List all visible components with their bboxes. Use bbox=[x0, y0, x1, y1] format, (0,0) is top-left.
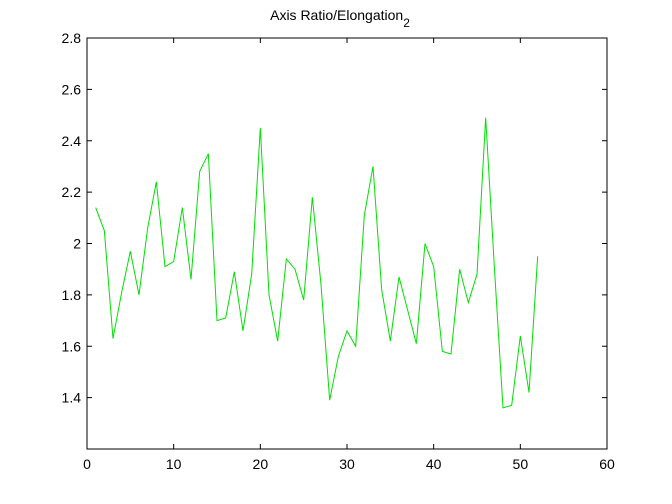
chart-title-subscript: 2 bbox=[403, 16, 410, 30]
y-tick-label: 2.6 bbox=[62, 81, 82, 97]
plot-area bbox=[86, 37, 608, 450]
x-tick-label: 20 bbox=[253, 456, 269, 472]
y-tick-label: 1.6 bbox=[62, 338, 82, 354]
y-tick-label: 1.4 bbox=[62, 390, 82, 406]
x-tick-label: 0 bbox=[83, 456, 91, 472]
series-line-0 bbox=[95, 117, 539, 409]
y-tick-label: 2.2 bbox=[62, 184, 82, 200]
axis-ticks: 0 10 20 30 40 50 60 1.4 1.6 1.8 2 2.2 2.4 2.6 2.8 bbox=[62, 30, 615, 472]
chart-title: Axis Ratio/Elongation2 bbox=[270, 7, 410, 30]
chart-title-main: Axis Ratio/Elongation bbox=[270, 7, 403, 23]
x-tick-label: 10 bbox=[166, 456, 182, 472]
x-tick-label: 60 bbox=[599, 456, 615, 472]
series-layer bbox=[95, 117, 539, 409]
x-tick-label: 50 bbox=[513, 456, 529, 472]
x-tick-label: 30 bbox=[339, 456, 355, 472]
y-tick-label: 2.8 bbox=[62, 30, 82, 46]
y-tick-label: 1.8 bbox=[62, 287, 82, 303]
y-tick-label: 2 bbox=[73, 236, 81, 252]
y-tick-label: 2.4 bbox=[62, 133, 82, 149]
x-tick-label: 40 bbox=[426, 456, 442, 472]
